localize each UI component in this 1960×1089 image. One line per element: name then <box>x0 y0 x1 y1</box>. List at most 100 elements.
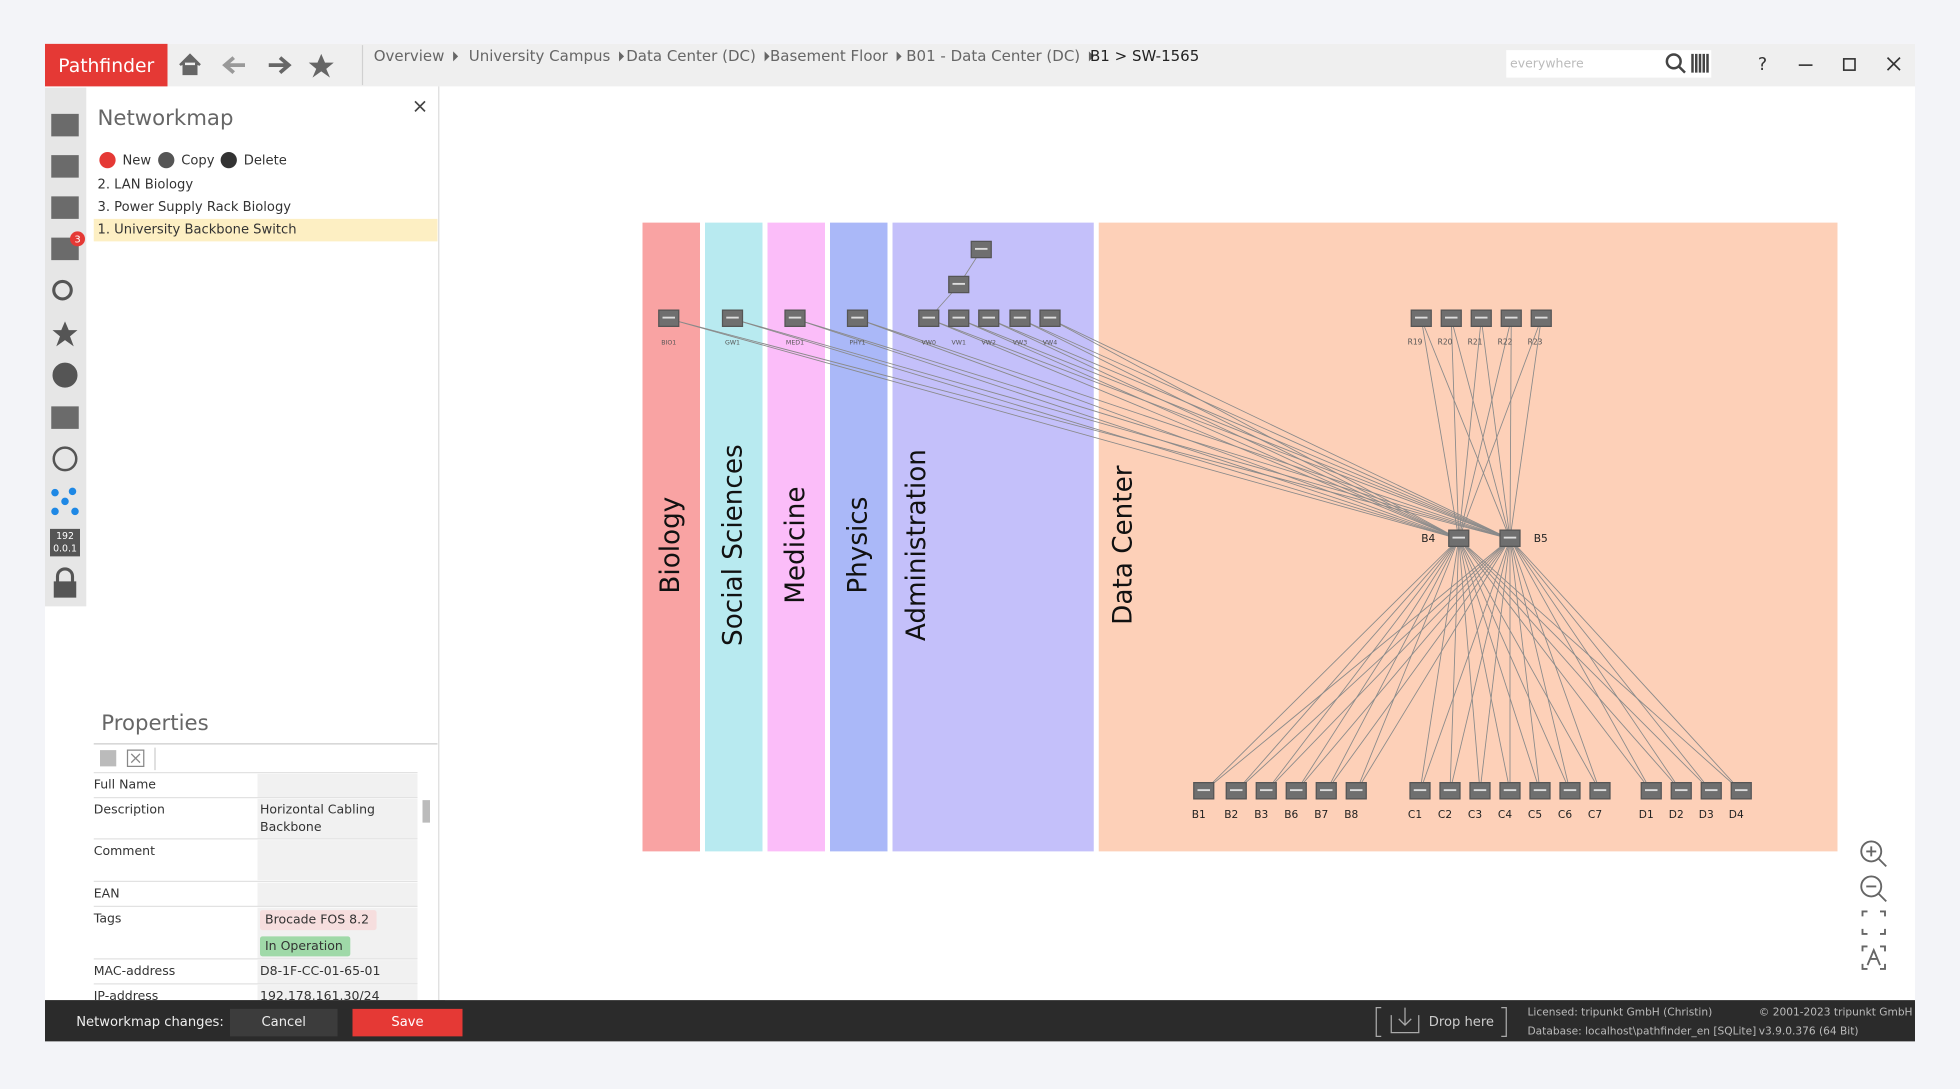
action-icon[interactable] <box>158 152 175 169</box>
cancel-button[interactable] <box>230 1008 338 1037</box>
sidebar-icon[interactable] <box>51 196 79 219</box>
property-label: Full Name <box>94 777 157 792</box>
value-cell <box>257 773 418 798</box>
action-icon[interactable] <box>99 152 116 169</box>
link <box>1458 538 1511 792</box>
selected-row <box>93 218 438 242</box>
link <box>928 318 1459 540</box>
sidebar-icon[interactable] <box>61 497 69 506</box>
sidebar-icon[interactable] <box>51 113 79 137</box>
link <box>1458 538 1481 792</box>
sidebar-icon[interactable] <box>68 487 77 496</box>
link <box>1458 538 1712 792</box>
breadcrumb-arrow <box>453 51 459 62</box>
link <box>958 318 1459 540</box>
sidebar-icon[interactable] <box>53 581 77 598</box>
fit-text[interactable] <box>1861 945 1886 970</box>
link <box>1325 538 1460 792</box>
link <box>1509 538 1712 792</box>
sidebar-icon[interactable] <box>52 446 78 472</box>
zoom-in[interactable] <box>1860 840 1883 863</box>
close-button[interactable] <box>1886 57 1901 71</box>
link <box>1325 538 1511 792</box>
help-button[interactable]: ? <box>1758 55 1767 75</box>
action-label[interactable]: Copy <box>181 153 214 168</box>
accept-icon[interactable] <box>100 750 117 767</box>
sidebar-icon[interactable] <box>51 406 79 429</box>
action-label[interactable]: Delete <box>244 153 287 168</box>
link <box>1449 538 1511 792</box>
device-label: C2 <box>1438 808 1452 821</box>
device-label: R21 <box>1468 338 1483 347</box>
zone-label: Administration <box>902 449 932 641</box>
link <box>668 318 1459 540</box>
link <box>1509 538 1571 792</box>
sidebar-icon[interactable] <box>51 507 59 516</box>
zone-label: Medicine <box>781 486 811 603</box>
barcode-icon[interactable] <box>1691 53 1709 73</box>
zoom-out[interactable] <box>1860 875 1883 898</box>
link <box>1420 318 1460 539</box>
fit-view[interactable] <box>1861 910 1886 935</box>
bookmark-icon[interactable] <box>308 53 334 78</box>
map-list-item[interactable]: 1. University Backbone Switch <box>98 223 297 238</box>
save-button[interactable] <box>352 1008 463 1037</box>
link <box>1265 538 1460 792</box>
link <box>1019 318 1511 540</box>
device-label: D2 <box>1669 808 1684 821</box>
zoom-controls <box>1860 840 1887 970</box>
scrollbar[interactable] <box>422 800 431 823</box>
sidebar-icon[interactable] <box>50 528 80 557</box>
device-label: B8 <box>1344 808 1358 821</box>
sidebar-icon[interactable] <box>71 507 79 516</box>
badge <box>70 231 85 247</box>
ip-icon-text: 0.0.1 <box>53 543 77 554</box>
panel-close[interactable] <box>414 100 426 112</box>
tag-label: Brocade FOS 8.2 <box>265 912 369 927</box>
breadcrumb[interactable]: Overview <box>374 47 445 65</box>
action-icon[interactable] <box>220 152 237 169</box>
link <box>1458 318 1542 540</box>
sidebar-icon[interactable] <box>52 362 78 388</box>
breadcrumb[interactable]: B01 - Data Center (DC) <box>906 47 1080 65</box>
device-label: B6 <box>1284 808 1298 821</box>
breadcrumb[interactable]: University Campus <box>469 47 611 65</box>
search-icon[interactable] <box>1665 53 1682 70</box>
link <box>1458 538 1682 792</box>
back-icon[interactable] <box>222 56 245 75</box>
breadcrumb[interactable]: Data Center (DC) <box>626 47 756 65</box>
device-label: C5 <box>1528 808 1542 821</box>
device-label: GW1 <box>725 340 740 347</box>
breadcrumb-arrow <box>764 51 770 62</box>
breadcrumb[interactable]: Basement Floor <box>770 47 889 65</box>
zone <box>767 222 825 852</box>
link <box>1509 538 1541 792</box>
map-list-item[interactable]: 2. LAN Biology <box>98 178 194 193</box>
link <box>1203 538 1460 792</box>
forward-icon[interactable] <box>268 56 292 75</box>
link <box>1450 318 1511 539</box>
breadcrumb-arrow <box>619 51 625 62</box>
device-label: VW2 <box>982 340 996 347</box>
network-map: Biology Social Sciences Medicine Physics Adm… <box>642 222 1838 852</box>
search-placeholder: everywhere <box>1510 55 1584 70</box>
restore-button[interactable] <box>1842 58 1856 71</box>
sidebar-icon[interactable] <box>52 279 73 301</box>
logo-box[interactable] <box>45 43 168 87</box>
map-list-item[interactable]: 3. Power Supply Rack Biology <box>98 200 292 215</box>
save-label: Save <box>391 1015 423 1030</box>
action-label[interactable]: New <box>123 153 152 168</box>
link <box>1049 318 1459 540</box>
breadcrumb[interactable]: B1 > SW-1565 <box>1090 47 1199 65</box>
sidebar-icon <box>55 567 75 583</box>
home-icon[interactable] <box>179 53 201 76</box>
drop-icon[interactable] <box>1390 1007 1420 1034</box>
device-label: D4 <box>1729 808 1744 821</box>
sidebar-icon[interactable] <box>52 321 78 347</box>
link <box>1295 538 1511 792</box>
zone <box>892 222 1094 852</box>
sidebar-icon[interactable] <box>51 155 79 178</box>
sidebar-icon[interactable] <box>51 488 59 497</box>
zone <box>705 222 763 852</box>
link <box>1419 538 1511 792</box>
